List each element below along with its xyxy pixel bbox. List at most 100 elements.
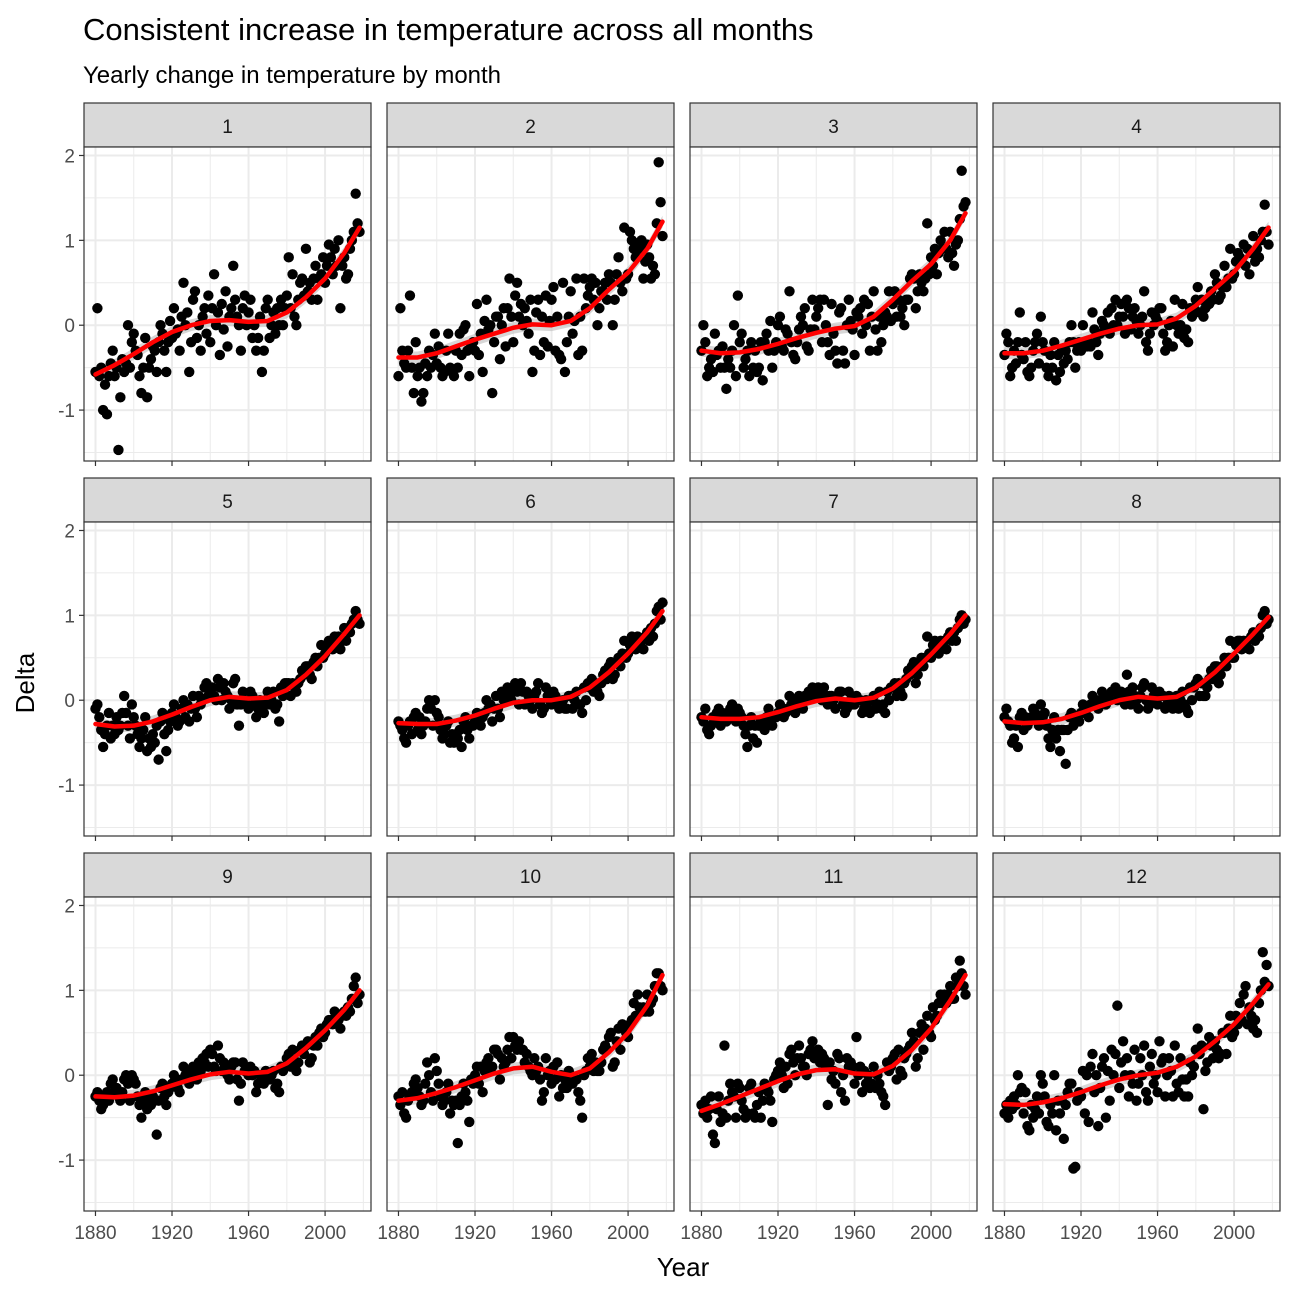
data-point xyxy=(590,277,601,288)
data-point xyxy=(245,294,256,305)
facet-strip xyxy=(689,852,978,898)
x-tick-label: 1920 xyxy=(1060,1223,1102,1244)
data-point xyxy=(820,320,832,331)
data-point xyxy=(1050,375,1062,386)
data-point xyxy=(1215,290,1226,301)
data-point xyxy=(700,703,711,714)
data-point xyxy=(613,252,624,263)
data-point xyxy=(317,252,329,263)
data-point xyxy=(767,720,778,731)
data-point xyxy=(1018,353,1029,365)
data-point xyxy=(412,1082,423,1094)
data-point xyxy=(721,383,732,395)
facet-strip xyxy=(83,852,372,898)
data-point xyxy=(258,707,270,719)
data-point xyxy=(1117,311,1129,322)
data-point xyxy=(287,1044,298,1055)
data-point xyxy=(1137,311,1148,322)
data-point xyxy=(187,294,199,305)
data-point xyxy=(746,1078,757,1089)
data-point xyxy=(839,358,851,369)
data-point xyxy=(452,362,463,373)
data-point xyxy=(492,311,504,322)
data-point xyxy=(350,188,361,199)
data-point xyxy=(161,745,172,757)
facet-strip-label: 1 xyxy=(222,117,233,138)
data-point xyxy=(134,741,145,753)
data-point xyxy=(162,724,174,736)
data-point xyxy=(197,311,208,322)
data-point xyxy=(1142,1095,1154,1106)
data-point xyxy=(601,294,613,305)
data-point xyxy=(1012,336,1024,348)
panel-border xyxy=(386,896,675,1212)
facet-strip-label: 3 xyxy=(828,117,839,138)
data-point xyxy=(1142,345,1154,356)
data-point xyxy=(1060,758,1071,770)
data-point xyxy=(624,226,636,238)
data-point xyxy=(270,328,281,339)
data-point xyxy=(657,597,668,608)
data-point xyxy=(849,1078,860,1089)
data-point xyxy=(1045,741,1056,753)
data-point xyxy=(746,336,757,348)
data-point xyxy=(571,1074,582,1085)
data-point xyxy=(1138,678,1150,689)
data-point xyxy=(92,699,103,710)
data-point xyxy=(243,307,254,318)
data-point xyxy=(1200,690,1211,702)
y-tick-label: 0 xyxy=(64,316,75,337)
data-point xyxy=(657,230,668,242)
data-point xyxy=(740,353,751,365)
data-point xyxy=(1146,1048,1158,1060)
data-point xyxy=(1031,328,1043,339)
data-point xyxy=(922,218,933,229)
data-point xyxy=(899,320,910,331)
data-point xyxy=(956,165,967,176)
data-point xyxy=(1209,269,1221,280)
data-point xyxy=(799,1061,810,1072)
data-point xyxy=(1060,345,1071,356)
data-point xyxy=(1106,303,1117,314)
data-point xyxy=(532,294,544,305)
panel-border xyxy=(386,521,675,837)
data-point xyxy=(1073,716,1085,727)
data-point xyxy=(260,303,271,314)
data-point xyxy=(206,1048,218,1060)
facet-strip xyxy=(992,477,1281,523)
data-point xyxy=(864,345,876,356)
data-point xyxy=(1098,1053,1110,1064)
x-tick-label: 1960 xyxy=(833,1223,875,1244)
data-point xyxy=(130,1078,141,1089)
data-point xyxy=(534,1074,546,1085)
data-point xyxy=(1221,1048,1232,1060)
data-point xyxy=(1091,1070,1102,1081)
data-point xyxy=(224,703,235,714)
x-tick-label: 1880 xyxy=(983,1223,1025,1244)
data-point xyxy=(433,711,444,723)
data-point xyxy=(724,1078,736,1089)
data-point xyxy=(1144,1061,1156,1072)
data-point xyxy=(429,328,441,339)
data-point xyxy=(291,1065,302,1077)
data-point xyxy=(168,699,180,710)
data-point xyxy=(811,311,822,322)
data-point xyxy=(552,311,563,322)
facet-panel-1: 1 -1 0 1 2 xyxy=(58,102,372,466)
data-point xyxy=(702,1112,713,1123)
data-point xyxy=(870,324,881,335)
data-point xyxy=(287,269,298,280)
data-point xyxy=(291,686,302,697)
data-point xyxy=(1039,707,1050,719)
data-point xyxy=(1188,1061,1200,1072)
data-point xyxy=(306,1053,317,1064)
data-point xyxy=(220,286,231,297)
data-point xyxy=(251,711,262,723)
data-point xyxy=(289,311,300,322)
data-point xyxy=(164,315,176,327)
data-point xyxy=(228,260,239,272)
panel-border xyxy=(992,521,1281,837)
data-point xyxy=(218,678,229,689)
data-point xyxy=(638,644,649,655)
